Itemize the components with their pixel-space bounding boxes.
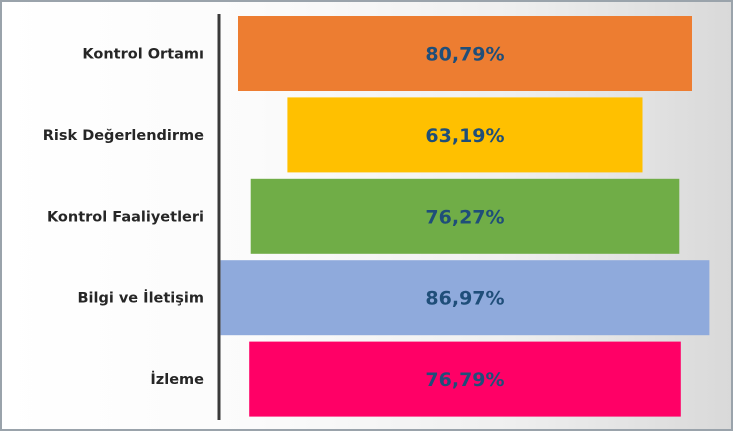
value-label-5: 76,79%	[425, 369, 504, 391]
category-label-5: İzleme	[150, 371, 204, 388]
value-label-1: 80,79%	[425, 44, 504, 66]
value-label-3: 76,27%	[425, 206, 504, 228]
value-label-2: 63,19%	[425, 125, 504, 147]
category-label-4: Bilgi ve İletişim	[77, 290, 204, 307]
funnel-bar-2	[287, 97, 643, 173]
labels-layer: 80,79% Kontrol Ortamı 63,19% Risk Değerlend…	[43, 44, 505, 392]
funnel-bar-1	[238, 16, 692, 91]
funnel-bar-3	[250, 178, 680, 254]
funnel-bar-4	[220, 260, 710, 336]
bars-layer	[220, 16, 710, 417]
category-label-3: Kontrol Faaliyetleri	[47, 209, 204, 225]
value-label-4: 86,97%	[425, 288, 504, 310]
funnel-bar-5	[249, 341, 681, 417]
category-label-1: Kontrol Ortamı	[82, 47, 204, 63]
category-label-2: Risk Değerlendirme	[43, 128, 204, 144]
